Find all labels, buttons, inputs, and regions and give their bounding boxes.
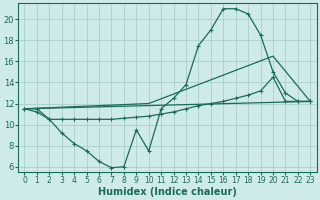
X-axis label: Humidex (Indice chaleur): Humidex (Indice chaleur) xyxy=(98,187,237,197)
